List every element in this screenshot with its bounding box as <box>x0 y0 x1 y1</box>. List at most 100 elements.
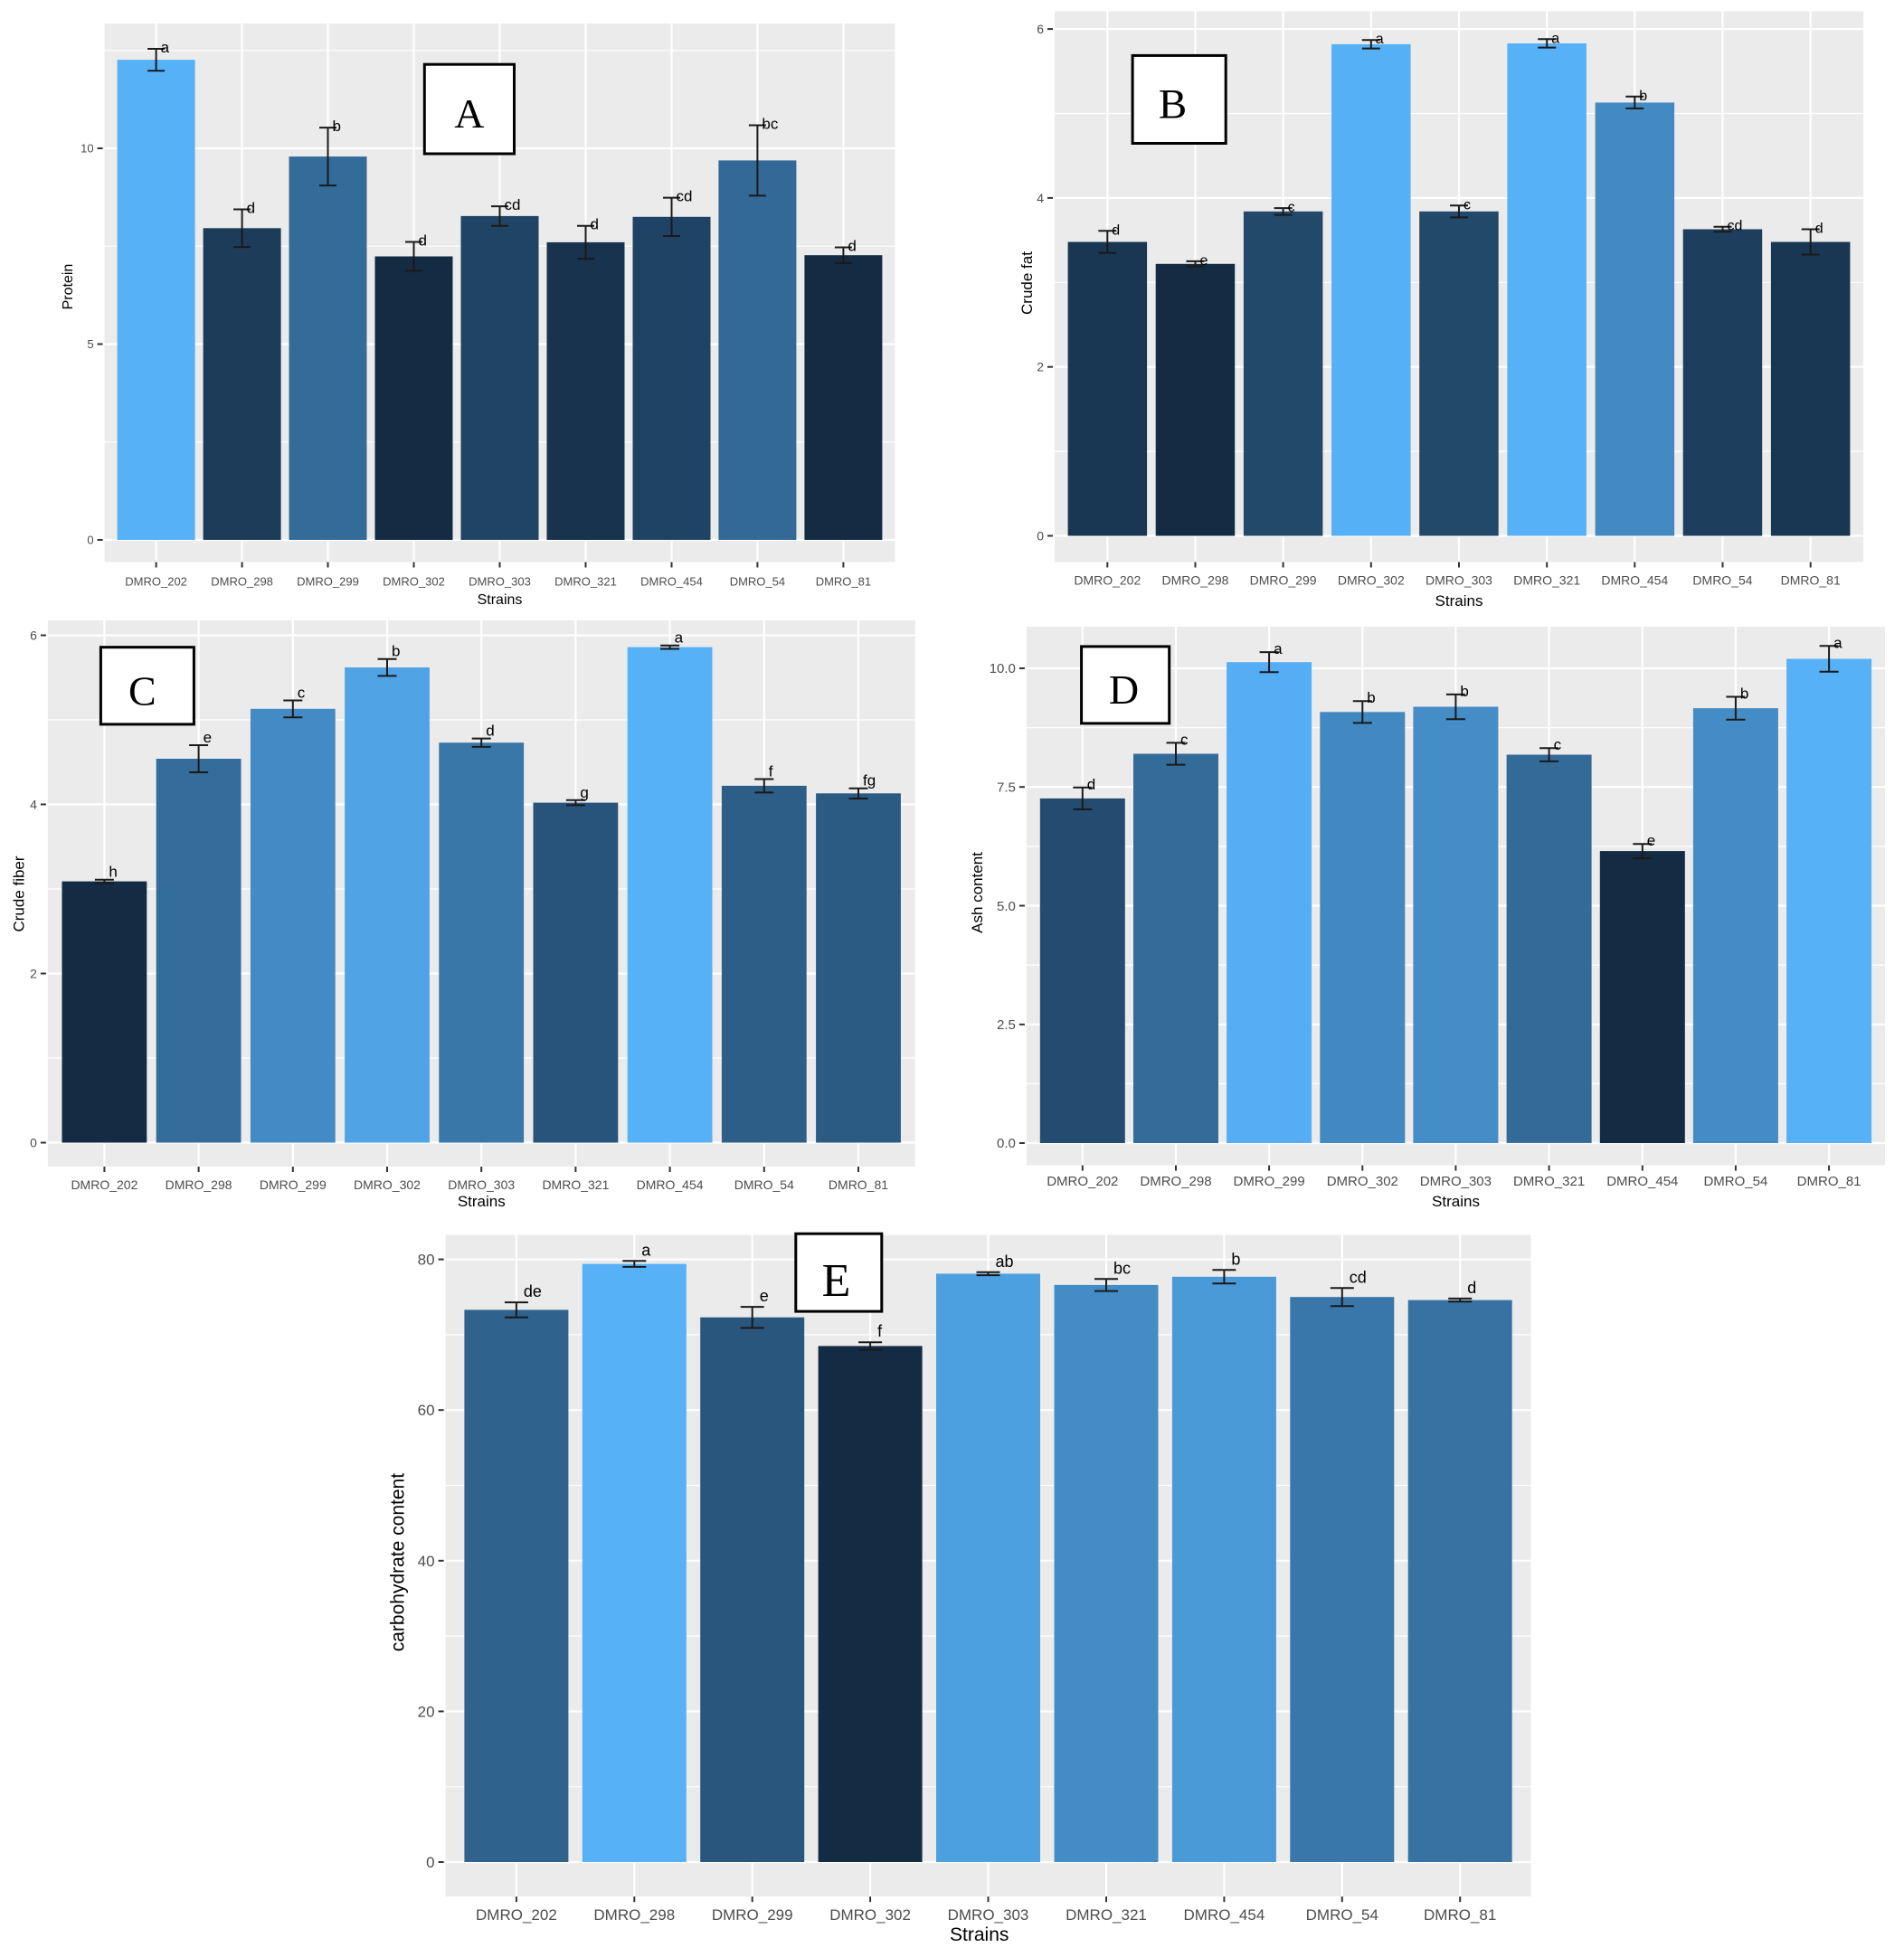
svg-text:c: c <box>298 685 306 702</box>
svg-text:DMRO_299: DMRO_299 <box>260 1177 327 1192</box>
svg-text:d: d <box>1467 1279 1476 1297</box>
svg-text:0: 0 <box>426 1854 434 1871</box>
svg-text:DMRO_298: DMRO_298 <box>166 1177 232 1192</box>
svg-text:Crude fat: Crude fat <box>1018 251 1036 315</box>
svg-text:DMRO_54: DMRO_54 <box>1692 572 1752 587</box>
svg-text:d: d <box>1087 776 1095 793</box>
svg-text:10: 10 <box>81 142 93 156</box>
svg-text:DMRO_321: DMRO_321 <box>542 1177 609 1192</box>
svg-text:DMRO_299: DMRO_299 <box>1250 572 1317 587</box>
svg-text:d: d <box>1112 222 1120 238</box>
svg-text:5.0: 5.0 <box>997 899 1016 914</box>
svg-text:DMRO_454: DMRO_454 <box>640 575 703 589</box>
svg-text:a: a <box>641 1241 651 1259</box>
svg-text:DMRO_81: DMRO_81 <box>1781 572 1841 587</box>
svg-text:DMRO_303: DMRO_303 <box>469 575 531 589</box>
svg-text:d: d <box>848 238 856 255</box>
svg-text:4: 4 <box>1037 191 1044 205</box>
svg-text:DMRO_454: DMRO_454 <box>637 1177 704 1192</box>
svg-text:B: B <box>1159 80 1187 128</box>
svg-text:DMRO_454: DMRO_454 <box>1184 1906 1265 1924</box>
svg-text:5: 5 <box>87 337 93 351</box>
svg-text:d: d <box>486 723 494 740</box>
svg-text:DMRO_298: DMRO_298 <box>211 575 273 589</box>
svg-text:2: 2 <box>30 966 37 980</box>
svg-text:DMRO_321: DMRO_321 <box>1513 1174 1585 1189</box>
svg-text:b: b <box>1231 1250 1240 1268</box>
svg-text:Strains: Strains <box>458 1193 506 1210</box>
svg-text:DMRO_321: DMRO_321 <box>1066 1906 1147 1924</box>
svg-text:f: f <box>877 1322 883 1340</box>
svg-text:7.5: 7.5 <box>997 780 1016 796</box>
svg-text:DMRO_303: DMRO_303 <box>448 1177 515 1192</box>
svg-text:2.5: 2.5 <box>997 1017 1016 1033</box>
svg-text:DMRO_302: DMRO_302 <box>1327 1174 1398 1189</box>
svg-text:a: a <box>1551 31 1559 46</box>
svg-text:DMRO_202: DMRO_202 <box>1047 1174 1118 1189</box>
svg-text:60: 60 <box>418 1402 435 1419</box>
svg-text:d: d <box>591 216 599 233</box>
svg-text:d: d <box>419 232 427 250</box>
svg-text:a: a <box>1274 640 1283 657</box>
svg-text:carbohydrate content: carbohydrate content <box>387 1473 408 1651</box>
svg-text:DMRO_81: DMRO_81 <box>1424 1906 1496 1924</box>
svg-text:d: d <box>247 200 255 217</box>
svg-text:a: a <box>1376 32 1384 47</box>
svg-text:DMRO_54: DMRO_54 <box>1703 1174 1767 1189</box>
svg-text:DMRO_54: DMRO_54 <box>1306 1906 1378 1924</box>
svg-text:DMRO_298: DMRO_298 <box>593 1906 675 1924</box>
svg-text:DMRO_454: DMRO_454 <box>1606 1174 1678 1189</box>
svg-text:c: c <box>1288 200 1295 215</box>
svg-text:DMRO_454: DMRO_454 <box>1601 572 1668 587</box>
svg-text:DMRO_302: DMRO_302 <box>829 1906 911 1924</box>
svg-text:b: b <box>392 643 400 660</box>
svg-text:b: b <box>333 118 341 135</box>
svg-text:DMRO_302: DMRO_302 <box>1338 572 1405 587</box>
svg-text:b: b <box>1740 685 1748 703</box>
svg-text:D: D <box>1109 667 1139 713</box>
svg-text:DMRO_202: DMRO_202 <box>125 575 187 589</box>
svg-text:C: C <box>128 668 156 714</box>
svg-text:d: d <box>1815 222 1823 237</box>
svg-text:a: a <box>675 629 684 647</box>
svg-text:4: 4 <box>30 797 37 811</box>
svg-text:DMRO_303: DMRO_303 <box>1420 1174 1492 1189</box>
svg-text:E: E <box>822 1255 851 1307</box>
svg-text:bc: bc <box>1113 1259 1131 1277</box>
svg-text:0.0: 0.0 <box>997 1136 1016 1151</box>
svg-text:20: 20 <box>418 1703 435 1720</box>
svg-text:Strains: Strains <box>1435 592 1483 610</box>
svg-text:6: 6 <box>30 628 37 642</box>
svg-text:fg: fg <box>863 772 876 789</box>
svg-text:DMRO_321: DMRO_321 <box>1513 572 1580 587</box>
svg-text:e: e <box>760 1287 769 1305</box>
svg-text:a: a <box>1833 634 1842 651</box>
svg-text:b: b <box>1367 689 1375 706</box>
svg-text:DMRO_299: DMRO_299 <box>712 1906 793 1924</box>
svg-text:0: 0 <box>87 534 93 547</box>
svg-text:DMRO_298: DMRO_298 <box>1162 572 1229 587</box>
svg-text:c: c <box>1464 197 1471 213</box>
svg-text:DMRO_299: DMRO_299 <box>297 575 359 589</box>
svg-text:b: b <box>1460 683 1468 700</box>
svg-text:ab: ab <box>996 1253 1014 1271</box>
svg-text:bc: bc <box>762 116 778 133</box>
svg-text:DMRO_302: DMRO_302 <box>354 1177 421 1192</box>
svg-text:DMRO_303: DMRO_303 <box>948 1906 1029 1924</box>
svg-text:DMRO_202: DMRO_202 <box>71 1177 137 1192</box>
svg-text:cd: cd <box>1728 219 1743 234</box>
svg-text:a: a <box>161 39 170 56</box>
svg-text:0: 0 <box>30 1135 37 1149</box>
svg-text:b: b <box>1639 89 1647 104</box>
svg-text:Protein: Protein <box>61 264 76 310</box>
svg-text:cd: cd <box>505 196 521 213</box>
svg-text:e: e <box>1647 832 1655 849</box>
svg-text:DMRO_303: DMRO_303 <box>1426 572 1492 587</box>
svg-text:10.0: 10.0 <box>990 661 1016 676</box>
svg-text:e: e <box>204 729 212 746</box>
svg-text:DMRO_302: DMRO_302 <box>383 575 445 589</box>
svg-text:DMRO_81: DMRO_81 <box>829 1177 888 1192</box>
svg-text:DMRO_299: DMRO_299 <box>1233 1174 1304 1189</box>
svg-text:DMRO_54: DMRO_54 <box>730 575 785 589</box>
svg-text:Ash content: Ash content <box>969 852 986 933</box>
